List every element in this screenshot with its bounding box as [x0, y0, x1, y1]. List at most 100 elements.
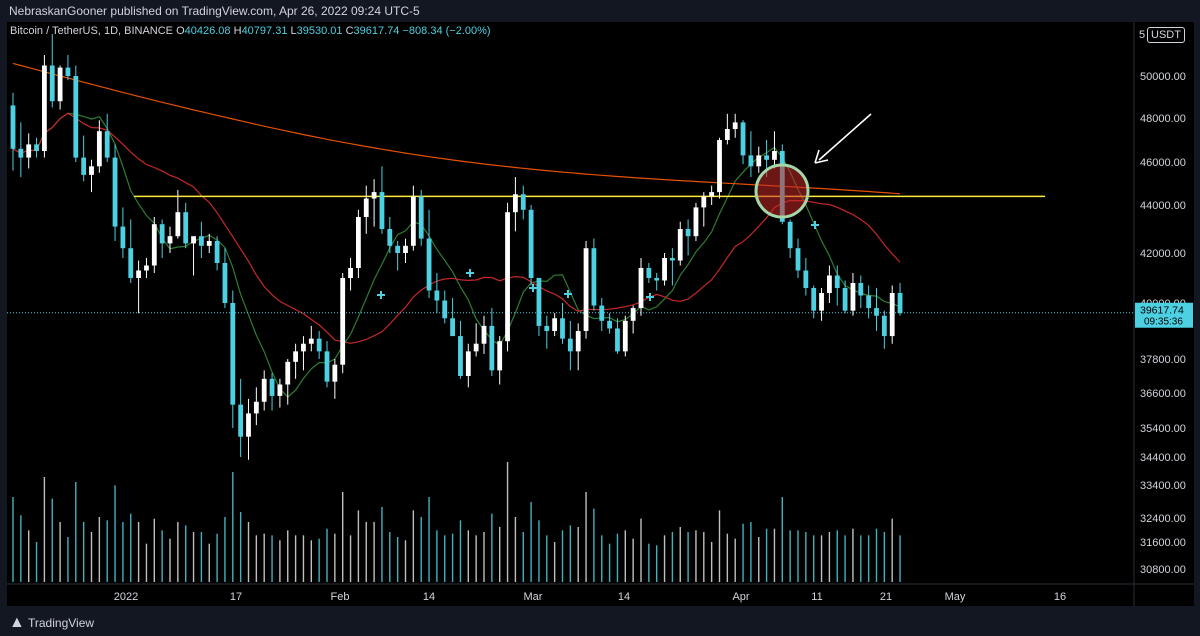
candle-body	[638, 268, 644, 309]
volume-bar	[538, 520, 540, 582]
time-tick-label: 16	[1054, 591, 1066, 603]
time-tick-label: May	[945, 591, 966, 603]
cross-marker	[564, 290, 572, 298]
volume-bar	[656, 545, 658, 582]
candle-body	[395, 245, 401, 253]
candle-body	[803, 270, 809, 288]
time-tick-label: Feb	[331, 591, 350, 603]
candle-body	[285, 361, 291, 385]
volume-bar	[875, 528, 878, 582]
publisher-text: NebraskanGooner published on TradingView…	[9, 4, 420, 18]
candle-body	[410, 196, 416, 246]
volume-bar	[255, 535, 258, 582]
candle-body	[654, 278, 660, 281]
price-tick-label: 37800.00	[1140, 354, 1186, 366]
legend-close: 39617.74	[353, 25, 400, 37]
volume-bar	[679, 527, 681, 582]
volume-bar	[475, 535, 477, 582]
volume-bar	[137, 522, 140, 582]
candle-body	[301, 343, 306, 352]
ma-slow-line	[12, 62, 901, 195]
candle-body	[748, 155, 754, 167]
candle-body	[57, 67, 63, 102]
volume-bar	[616, 533, 619, 582]
chart-area[interactable]: 50000.00 48000.00 46000.00 44000.00 42000.00…	[7, 22, 1194, 606]
volume-bar	[758, 537, 760, 582]
candle-body	[253, 401, 259, 414]
candle-body	[112, 157, 118, 227]
volume-bar	[789, 530, 791, 582]
candle-body	[403, 245, 408, 253]
volume-bar	[451, 533, 454, 582]
volume-bar	[585, 492, 587, 582]
candle-body	[418, 196, 424, 239]
time-tick-label: 14	[618, 591, 630, 603]
candle-body	[787, 221, 793, 249]
volume-bar	[130, 513, 132, 582]
volume-bar	[302, 535, 305, 582]
volume-bar	[59, 522, 61, 582]
volume-bar	[530, 502, 532, 582]
candle-body	[772, 151, 777, 160]
volume-bar	[192, 532, 195, 582]
candle-body	[230, 303, 236, 405]
volume-bar	[671, 532, 674, 582]
volume-bar	[883, 532, 886, 582]
candle-body	[42, 65, 47, 151]
time-tick-label: 2022	[114, 591, 138, 603]
price-tick-label: 34400.00	[1140, 452, 1186, 464]
volume-bar	[232, 472, 234, 582]
volume-bar	[342, 492, 344, 582]
volume-bar	[436, 530, 438, 582]
legend-open-label: O	[176, 25, 185, 37]
candle-body	[387, 229, 393, 246]
volume-bar	[750, 522, 752, 582]
candle-body	[662, 258, 667, 281]
volume-bar	[177, 522, 179, 582]
volume-bar	[365, 522, 367, 582]
candle-body	[73, 76, 79, 158]
candle-body	[206, 241, 212, 246]
volume-bar	[687, 532, 689, 582]
volume-bar	[169, 538, 171, 582]
volume-bar	[404, 540, 407, 582]
volume-bar	[28, 530, 30, 582]
candle-body	[489, 325, 495, 371]
candle-body	[599, 305, 605, 321]
arrow-shaft	[818, 113, 872, 161]
candle-body	[560, 318, 565, 339]
candle-body	[520, 194, 526, 210]
cross-marker	[811, 221, 819, 229]
volume-bar	[35, 542, 38, 582]
legend-high-label: H	[233, 25, 242, 37]
countdown-label: 09:35:36	[1144, 317, 1183, 328]
candle-body	[379, 192, 385, 229]
candle-body	[677, 229, 683, 261]
candle-body	[756, 155, 762, 167]
price-chart[interactable]: 50000.00 48000.00 46000.00 44000.00 42000.00…	[7, 22, 1194, 606]
volume-bar	[216, 533, 218, 582]
candle-body	[293, 351, 298, 362]
volume-bar	[553, 542, 556, 582]
volume-bar	[899, 535, 901, 582]
candle-body	[630, 308, 636, 321]
volume-bar	[593, 508, 595, 582]
cross-marker	[377, 291, 385, 299]
last-price-label: 39617.74	[1140, 305, 1184, 317]
volume-bar	[710, 542, 713, 582]
candle-body	[308, 338, 314, 344]
currency-button[interactable]: USDT	[1147, 27, 1185, 43]
candle-body	[199, 236, 204, 246]
volume-bar	[106, 520, 108, 582]
volume-bar	[271, 535, 273, 582]
candle-body	[49, 65, 55, 102]
volume-bar	[624, 530, 626, 582]
volume-bar	[114, 485, 116, 582]
volume-bar	[90, 532, 93, 582]
volume-bar	[742, 523, 744, 582]
volume-bar	[396, 537, 399, 582]
volume-bar	[20, 515, 22, 582]
volume-bar	[98, 517, 101, 582]
candle-body	[434, 290, 440, 301]
volume-bar	[734, 538, 736, 582]
